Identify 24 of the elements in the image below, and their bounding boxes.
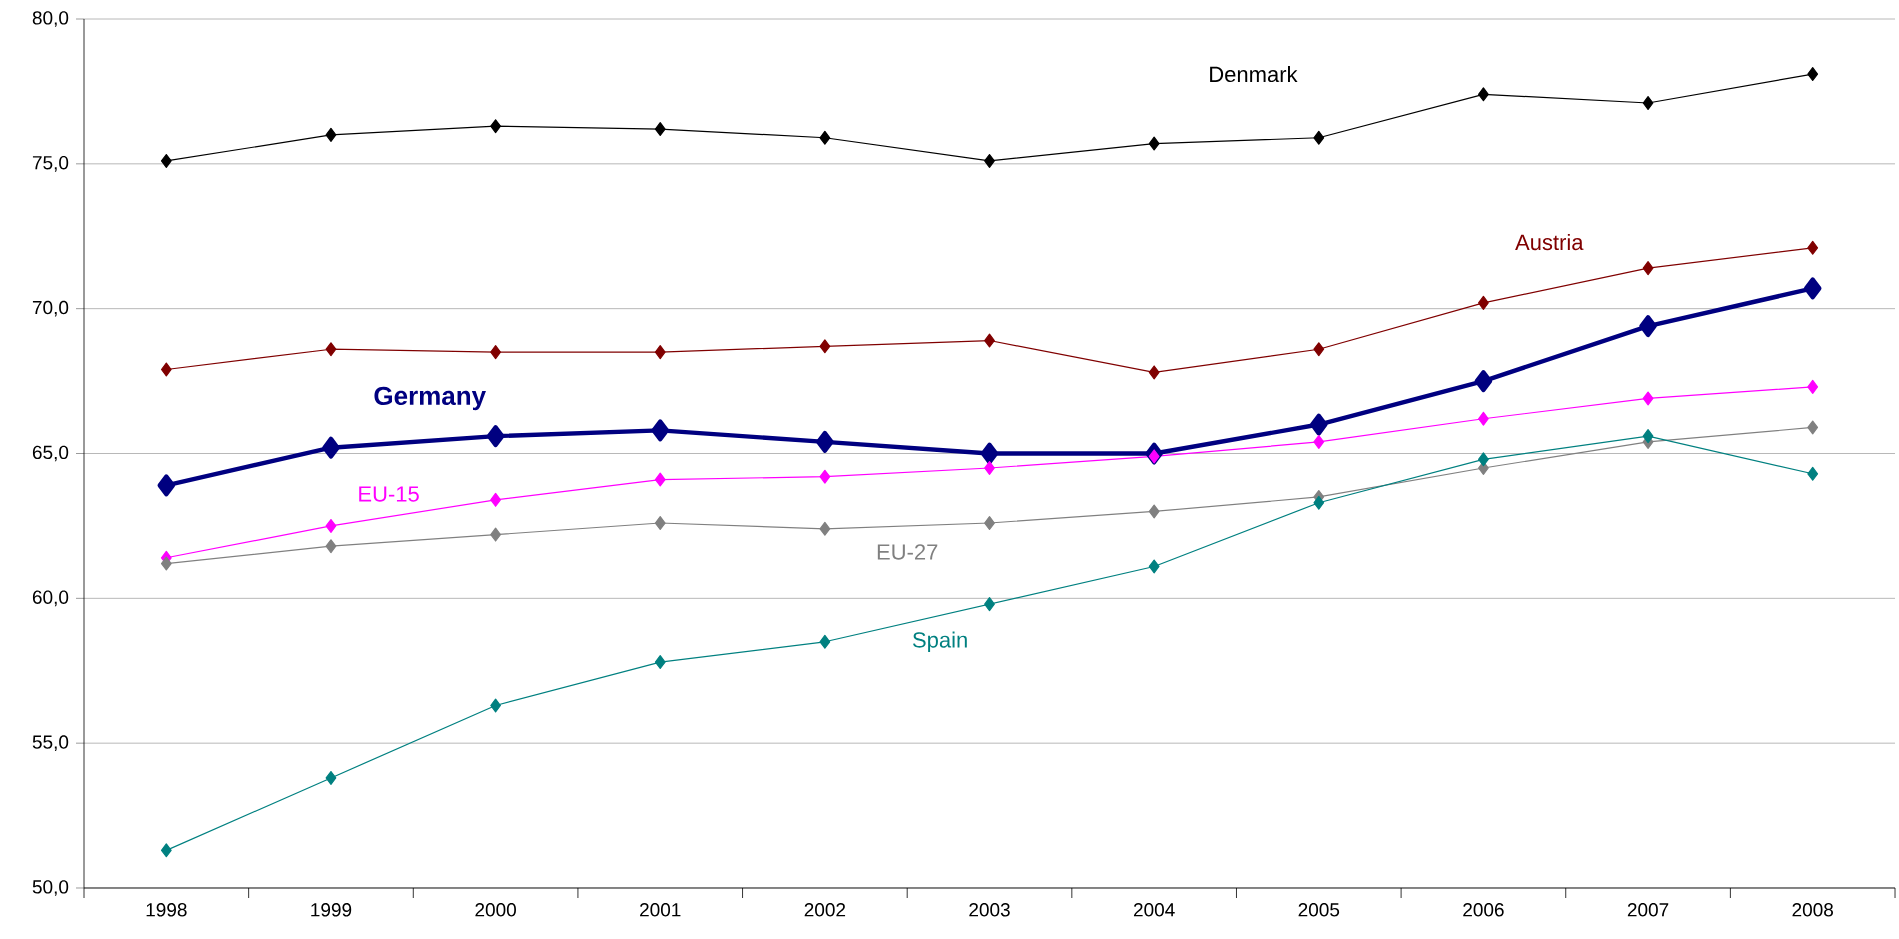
x-tick-label: 2003 [969,903,1010,917]
y-tick-label: 60,0 [32,590,69,607]
y-tick-label: 80,0 [32,11,69,27]
x-tick-label: 2002 [804,903,846,917]
y-tick-label: 55,0 [32,735,69,752]
series-label: Germany [374,386,486,411]
x-tick-label: 2005 [1298,903,1340,917]
x-tick-label: 1998 [146,903,187,917]
y-tick-label: 50,0 [32,880,69,896]
y-tick-label: 70,0 [32,300,69,317]
x-tick-label: 2006 [1463,903,1504,917]
series-label: EU-27 [877,544,938,560]
x-tick-label: 2008 [1792,903,1834,917]
x-tick-label: 2004 [1133,903,1175,917]
x-tick-label: 1999 [311,903,352,917]
y-tick-label: 65,0 [32,445,69,462]
series-label: Austria [1515,233,1584,251]
x-tick-label: 2000 [475,903,516,917]
series-label: Spain [912,631,967,653]
x-tick-label: 2001 [640,903,681,917]
y-tick-label: 75,0 [32,155,69,172]
x-tick-label: 2007 [1627,903,1669,917]
series-label: EU-15 [359,486,419,502]
text: Denmark [1210,65,1298,83]
